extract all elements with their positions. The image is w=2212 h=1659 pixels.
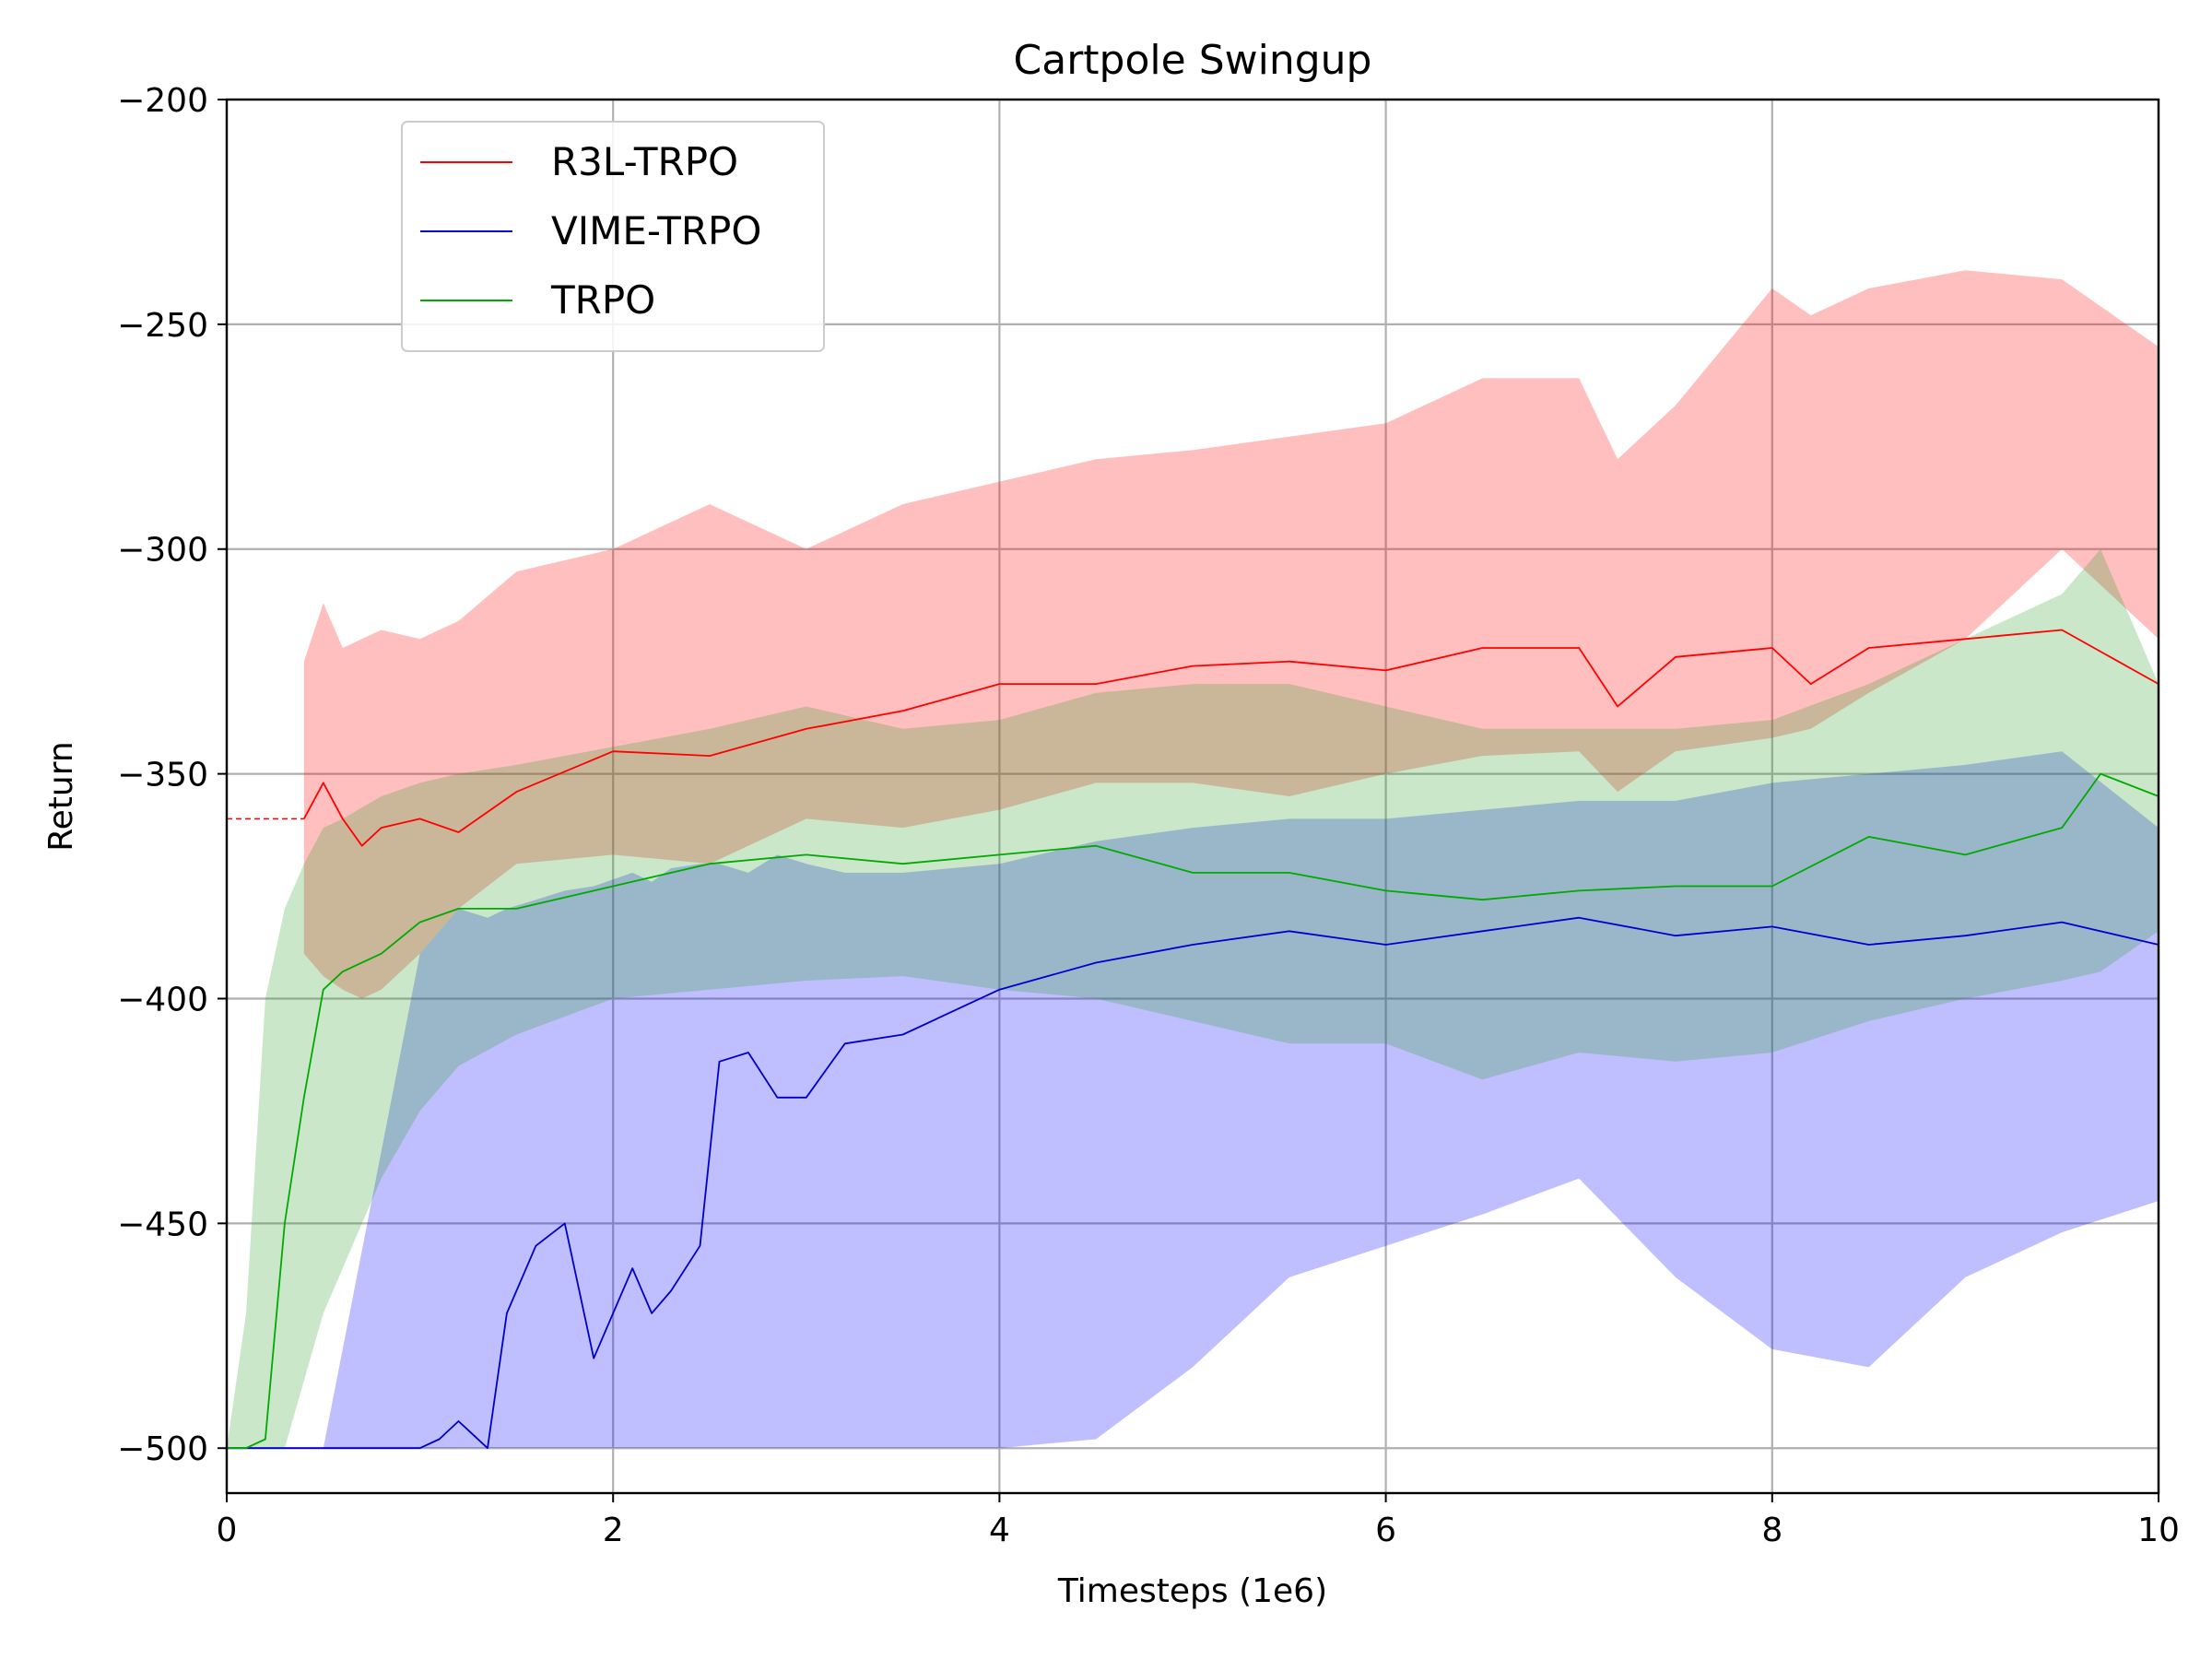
x-tick-label: 0 bbox=[217, 1512, 238, 1549]
legend-entries: R3L-TRPO VIME-TRPO TRPO bbox=[420, 139, 761, 323]
band-vime-trpo bbox=[227, 751, 2159, 1449]
y-tick-label: −450 bbox=[117, 1206, 208, 1243]
chart-title: Cartpole Swingup bbox=[1014, 37, 1372, 84]
grid-lines bbox=[225, 98, 2160, 1493]
x-tick-label: 6 bbox=[1375, 1512, 1396, 1549]
legend-label-trpo: TRPO bbox=[550, 277, 655, 323]
line-vime-trpo bbox=[227, 916, 2159, 1450]
x-tick-label: 8 bbox=[1761, 1512, 1783, 1549]
series-lines bbox=[227, 629, 2159, 1450]
plot-frame bbox=[225, 98, 2160, 1495]
axis-ticks: 0 2 4 6 8 10 −500 −450 −400 −350 −300 −250 −200 bbox=[117, 82, 2180, 1549]
x-tick-label: 4 bbox=[989, 1512, 1010, 1549]
band-r3l-trpo bbox=[303, 270, 2159, 999]
legend-box bbox=[401, 121, 825, 352]
x-axis-label: Timesteps (1e6) bbox=[1057, 1572, 1327, 1610]
confidence-bands bbox=[227, 270, 2159, 1449]
x-tick-label: 10 bbox=[2137, 1512, 2180, 1549]
y-tick-label: −400 bbox=[117, 981, 208, 1018]
x-tick-label: 2 bbox=[603, 1512, 624, 1549]
y-tick-label: −200 bbox=[117, 82, 208, 120]
y-tick-label: −500 bbox=[117, 1430, 208, 1468]
y-axis-label: Return bbox=[42, 741, 80, 851]
legend: R3L-TRPO VIME-TRPO TRPO bbox=[401, 121, 825, 352]
y-tick-label: −250 bbox=[117, 307, 208, 345]
line-r3l-trpo bbox=[303, 629, 2159, 847]
band-trpo bbox=[227, 548, 2159, 1449]
legend-label-r3l-trpo: R3L-TRPO bbox=[551, 139, 738, 184]
line-trpo bbox=[227, 772, 2159, 1450]
y-tick-label: −350 bbox=[117, 757, 208, 794]
y-tick-label: −300 bbox=[117, 532, 208, 570]
legend-label-vime-trpo: VIME-TRPO bbox=[551, 208, 761, 253]
